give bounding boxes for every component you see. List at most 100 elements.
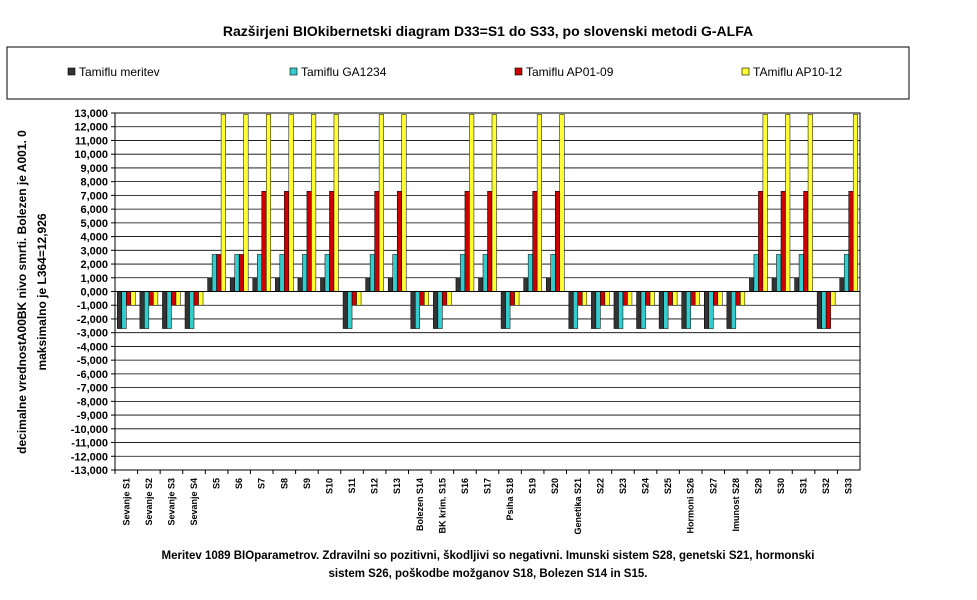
bar xyxy=(776,254,782,292)
bar xyxy=(433,291,439,329)
x-tick-label: S27 xyxy=(708,478,718,494)
y-tick-label: -8,000 xyxy=(77,396,108,408)
x-tick-label: Bolezen S14 xyxy=(415,478,425,531)
x-tick-label: Imunost S28 xyxy=(731,478,741,532)
y-tick-label: 8,000 xyxy=(80,177,108,189)
bar xyxy=(613,291,619,329)
bar xyxy=(437,291,443,329)
x-tick-label: Sevanje S1 xyxy=(121,478,131,526)
bar xyxy=(717,291,723,306)
legend-label: Tamiflu AP01-09 xyxy=(526,65,614,79)
bar xyxy=(803,191,809,292)
bar xyxy=(329,191,335,292)
legend-swatch xyxy=(741,67,750,76)
y-tick-label: 1,000 xyxy=(80,273,108,285)
bar xyxy=(256,254,262,292)
bar xyxy=(532,191,538,292)
bar xyxy=(708,291,714,329)
bar xyxy=(554,191,560,292)
bar xyxy=(816,291,822,329)
bar xyxy=(487,191,493,292)
bar xyxy=(378,114,384,292)
bar xyxy=(550,254,556,292)
bar xyxy=(577,291,583,306)
bars xyxy=(117,114,858,329)
bar xyxy=(198,291,204,306)
x-tick-label: S8 xyxy=(279,478,289,489)
bar xyxy=(762,114,768,292)
bar xyxy=(175,291,181,306)
x-tick-label: S6 xyxy=(234,478,244,489)
bar xyxy=(365,277,371,292)
x-tick-label: S29 xyxy=(753,478,763,494)
legend: Tamiflu meritev Tamiflu GA1234 Tamiflu AP0… xyxy=(6,46,910,100)
y-tick-label: -5,000 xyxy=(77,355,108,367)
bar xyxy=(396,191,402,292)
bar xyxy=(401,114,407,292)
bar xyxy=(306,191,312,292)
y-tick-label: 5,000 xyxy=(80,218,108,230)
bar xyxy=(821,291,827,329)
bar xyxy=(627,291,633,306)
bar xyxy=(229,277,235,292)
bar xyxy=(582,291,588,306)
bar xyxy=(415,291,421,329)
x-tick-label: Psiha S18 xyxy=(505,478,515,521)
bar xyxy=(690,291,696,306)
bar xyxy=(726,291,732,329)
y-tick-label: 4,000 xyxy=(80,232,108,244)
bar xyxy=(333,114,339,292)
bar xyxy=(527,254,533,292)
bar xyxy=(387,277,393,292)
x-tick-label: Sevanje S3 xyxy=(166,478,176,526)
x-tick-label: S13 xyxy=(392,478,402,494)
bar xyxy=(505,291,511,329)
bar xyxy=(785,114,791,292)
x-tick-label: S12 xyxy=(370,478,380,494)
y-tick-label: 10,000 xyxy=(74,149,108,161)
x-tick-label: S31 xyxy=(799,478,809,494)
bar xyxy=(238,254,244,292)
y-tick-label: -7,000 xyxy=(77,383,108,395)
bar xyxy=(478,277,484,292)
x-tick-label: Hormoni S26 xyxy=(686,478,696,534)
bar xyxy=(618,291,624,329)
y-tick-label: 7,000 xyxy=(80,190,108,202)
x-tick-label: S32 xyxy=(821,478,831,494)
bar xyxy=(848,191,854,292)
bar xyxy=(130,291,136,306)
x-tick-label: S25 xyxy=(663,478,673,494)
bar xyxy=(171,291,177,306)
y-tick-label: 2,000 xyxy=(80,259,108,271)
bar xyxy=(595,291,601,329)
y-axis-title-line-2: maksimalno je L364=12,926 xyxy=(35,213,49,370)
bar xyxy=(672,291,678,306)
bar xyxy=(464,191,470,292)
bar xyxy=(731,291,737,329)
bar xyxy=(536,114,542,292)
bar xyxy=(600,291,606,306)
x-tick-label: S20 xyxy=(550,478,560,494)
legend-label: TAmiflu AP10-12 xyxy=(753,65,842,79)
x-tick-label: S5 xyxy=(212,478,222,489)
y-tick-label: 12,000 xyxy=(74,122,108,134)
bar xyxy=(279,254,285,292)
bar xyxy=(284,191,290,292)
bar xyxy=(189,291,195,329)
bar xyxy=(342,291,348,329)
bar xyxy=(753,254,759,292)
bar xyxy=(392,254,398,292)
bar xyxy=(442,291,448,306)
bar xyxy=(780,191,786,292)
legend-swatch xyxy=(514,67,523,76)
legend-swatch xyxy=(67,67,76,76)
x-tick-label: S23 xyxy=(618,478,628,494)
caption-line-1: Meritev 1089 BIOparametrov. Zdravilni so… xyxy=(162,550,815,562)
bar xyxy=(320,277,326,292)
bar xyxy=(311,114,317,292)
bar xyxy=(356,291,362,306)
x-tick-label: Genetika S21 xyxy=(573,478,583,535)
legend-label: Tamiflu GA1234 xyxy=(301,65,387,79)
bar xyxy=(374,191,380,292)
